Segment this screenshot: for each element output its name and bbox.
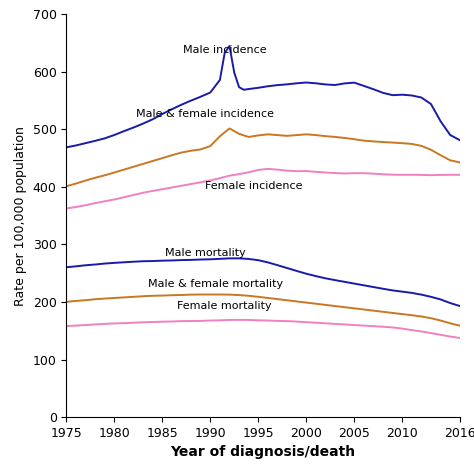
Text: Male incidence: Male incidence [183, 45, 266, 55]
X-axis label: Year of diagnosis/death: Year of diagnosis/death [171, 446, 356, 459]
Text: Male & female mortality: Male & female mortality [147, 279, 283, 289]
Y-axis label: Rate per 100,000 population: Rate per 100,000 population [14, 126, 27, 306]
Text: Male & female incidence: Male & female incidence [137, 109, 274, 119]
Text: Male mortality: Male mortality [165, 248, 246, 258]
Text: Female incidence: Female incidence [205, 181, 302, 191]
Text: Female mortality: Female mortality [177, 301, 272, 311]
